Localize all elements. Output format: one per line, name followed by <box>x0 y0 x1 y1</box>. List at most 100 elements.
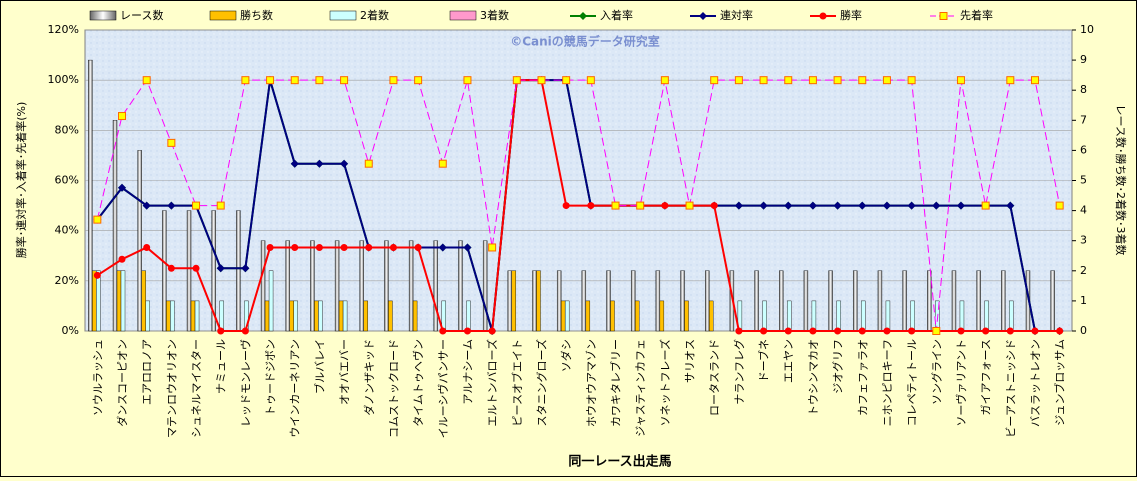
bar <box>388 300 393 332</box>
bar <box>408 240 414 332</box>
legend-label: 連対率 <box>720 8 753 22</box>
bar <box>803 270 809 332</box>
legend-label: レース数 <box>120 9 163 22</box>
y2-tick-label: 5 <box>1080 174 1087 187</box>
marker <box>809 327 817 335</box>
legend-label: 2着数 <box>360 8 389 22</box>
marker <box>907 76 916 85</box>
legend-swatch <box>579 12 587 20</box>
marker <box>241 264 250 273</box>
bar <box>581 270 587 332</box>
bar <box>655 270 661 332</box>
x-tick-label: ソウルラッシュ <box>91 339 104 416</box>
x-tick-label: ジオグリフ <box>831 339 845 394</box>
x-tick-label: シュネルマイスター <box>190 339 203 438</box>
marker <box>463 76 472 85</box>
bar <box>137 150 142 332</box>
marker <box>414 243 422 251</box>
y-tick-label: 20% <box>55 274 79 287</box>
marker <box>808 201 817 210</box>
bar <box>610 300 615 332</box>
bar <box>293 300 298 332</box>
marker <box>685 201 694 210</box>
x-tick-label: ジャスティンカフェ <box>634 339 647 437</box>
bar <box>342 300 348 332</box>
x-tick-label: エエヤン <box>782 339 795 383</box>
x-tick-label: ガイアフォース <box>980 339 993 415</box>
marker <box>858 76 867 85</box>
marker <box>241 76 250 85</box>
legend-swatch <box>939 12 948 20</box>
bar <box>194 300 200 332</box>
x-tick-label: マテンロウオリオン <box>165 339 178 438</box>
marker <box>882 76 891 85</box>
bar <box>634 300 640 332</box>
marker <box>438 159 447 168</box>
marker <box>882 201 891 210</box>
x-tick-label: ダノンザキッド <box>362 339 376 416</box>
y2-tick-label: 0 <box>1080 324 1087 337</box>
x-tick-label: ジュンブロッサム <box>1053 339 1067 426</box>
marker <box>1031 327 1039 335</box>
bar <box>885 300 891 332</box>
bar <box>96 270 101 332</box>
x-tick-label: トゥードジボン <box>264 339 277 416</box>
marker <box>660 76 669 85</box>
marker <box>784 76 793 85</box>
marker <box>735 327 743 335</box>
marker <box>957 327 965 335</box>
marker <box>142 201 151 210</box>
bar <box>659 300 665 332</box>
x-tick-label: ピースオブエイト <box>510 339 524 426</box>
bar <box>709 300 714 332</box>
marker <box>438 243 447 252</box>
marker <box>834 327 842 335</box>
bar <box>314 300 319 332</box>
y2-tick-label: 2 <box>1080 264 1087 277</box>
marker <box>340 159 349 168</box>
bar <box>363 300 368 332</box>
bar <box>384 240 389 332</box>
marker <box>118 112 127 121</box>
bar <box>112 120 118 332</box>
bar <box>170 300 175 332</box>
bar <box>211 210 216 332</box>
marker <box>932 201 941 210</box>
legend-label: 入着率 <box>600 8 633 22</box>
x-tick-label: ロータスランド <box>708 339 721 416</box>
bar <box>684 300 689 332</box>
legend-swatch <box>699 12 707 20</box>
marker <box>1030 76 1039 85</box>
bar <box>564 300 570 332</box>
bar <box>120 270 126 332</box>
x-tick-label: オオバエバー <box>338 339 351 405</box>
marker <box>266 76 275 85</box>
marker <box>661 202 669 210</box>
bar <box>811 300 817 332</box>
bar <box>318 300 323 332</box>
bar <box>1009 300 1014 332</box>
marker <box>463 327 471 335</box>
y2-tick-label: 6 <box>1080 143 1087 156</box>
marker <box>192 264 200 272</box>
x-tick-label: イルーシヴパンサー <box>436 339 450 438</box>
marker <box>710 76 719 85</box>
marker <box>710 202 718 210</box>
marker <box>1055 201 1064 210</box>
bar <box>507 270 513 332</box>
marker <box>291 243 299 251</box>
bar <box>560 300 566 332</box>
bar <box>927 270 932 332</box>
x-tick-label: ブルバレイ <box>312 339 326 394</box>
bar <box>145 300 150 332</box>
marker <box>488 243 497 252</box>
x-tick-label: ソングライン <box>929 339 943 405</box>
bar <box>433 240 438 332</box>
marker <box>142 76 151 85</box>
marker <box>784 201 793 210</box>
marker <box>932 327 941 335</box>
marker <box>192 201 201 210</box>
marker <box>858 327 866 335</box>
bar <box>466 300 471 332</box>
bar <box>705 270 710 332</box>
